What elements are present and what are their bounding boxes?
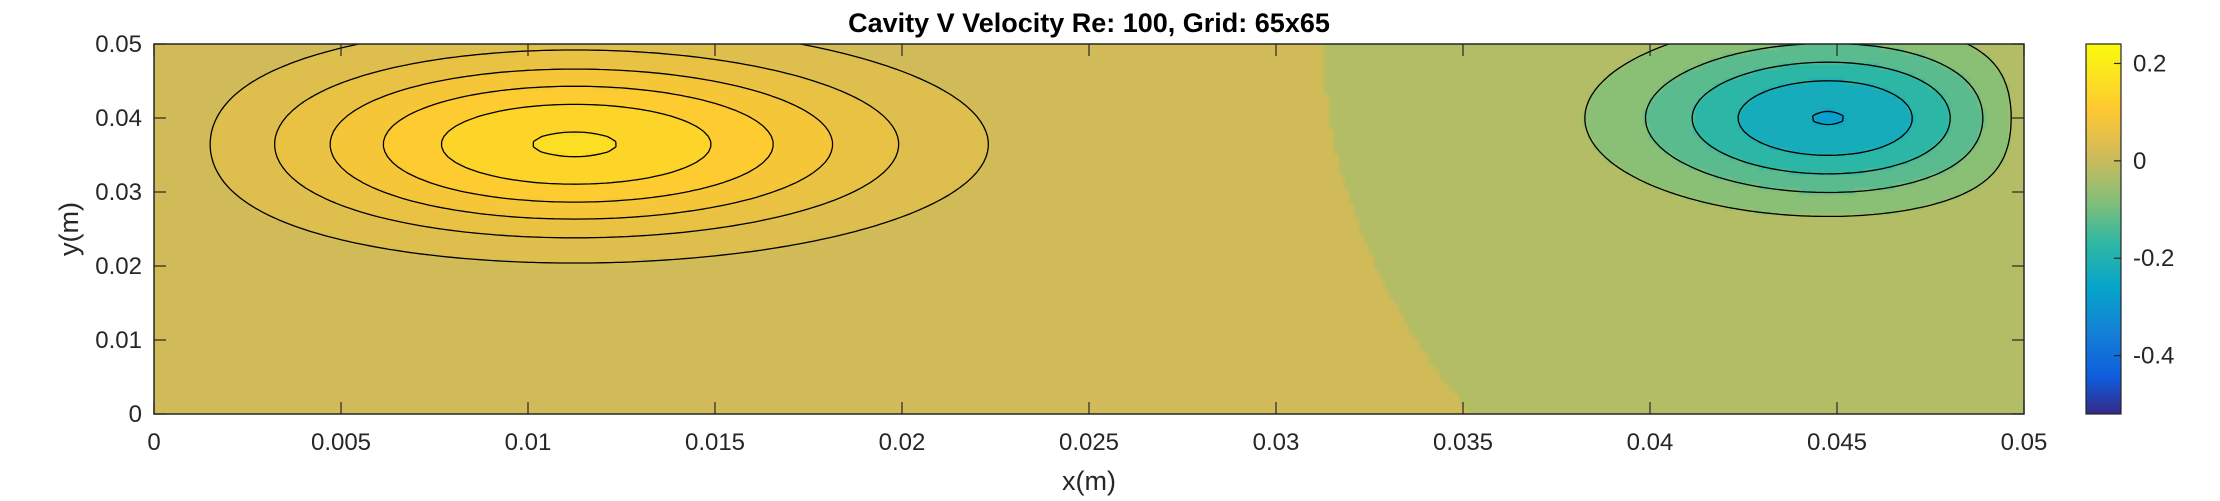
- chart-title: Cavity V Velocity Re: 100, Grid: 65x65: [848, 8, 1330, 38]
- x-tick-label: 0.005: [311, 429, 371, 456]
- x-tick-label: 0.05: [2001, 429, 2048, 456]
- contour-line: [532, 131, 617, 158]
- x-tick-label: 0.01: [505, 429, 552, 456]
- colorbar-tick-label: -0.2: [2133, 245, 2174, 272]
- contour-line: [1811, 110, 1844, 126]
- colorbar-tick-label: -0.4: [2133, 343, 2174, 370]
- x-tick-label: 0.03: [1253, 429, 1300, 456]
- y-tick-label: 0.02: [95, 253, 142, 280]
- y-tick-label: 0: [129, 401, 142, 428]
- colorbar-ticks: 0.2 0 -0.2 -0.4: [2114, 50, 2174, 370]
- velocity-field: [154, 44, 2024, 414]
- contour-line: [329, 68, 834, 220]
- y-axis-label: y(m): [54, 202, 84, 256]
- contour-lines: [209, 44, 2012, 264]
- colorbar-tick-label: 0.2: [2133, 50, 2166, 77]
- x-tick-label: 0.045: [1807, 429, 1867, 456]
- y-tick-label: 0.03: [95, 179, 142, 206]
- contour-line: [1584, 44, 2012, 218]
- x-tick-label: 0.035: [1433, 429, 1493, 456]
- y-tick-label: 0.04: [95, 105, 142, 132]
- contour-line: [382, 85, 774, 203]
- x-tick-label: 0.04: [1627, 429, 1674, 456]
- x-axis-ticks: 0 0.005 0.01 0.015 0.02 0.025 0.03 0.035 0.04 0.0…: [147, 44, 2047, 456]
- contour-line: [1644, 44, 1984, 194]
- colorbar: 0.2 0 -0.2 -0.4: [2085, 43, 2174, 415]
- contour-line: [1737, 80, 1913, 156]
- contour-line: [274, 49, 900, 239]
- x-tick-label: 0: [147, 429, 160, 456]
- x-tick-label: 0.015: [685, 429, 745, 456]
- colorbar-gradient: [2085, 43, 2122, 415]
- x-tick-label: 0.025: [1059, 429, 1119, 456]
- contour-line: [1691, 61, 1951, 175]
- contour-line: [209, 44, 989, 264]
- y-tick-label: 0.01: [95, 327, 142, 354]
- x-axis-label: x(m): [1062, 466, 1116, 496]
- contour-line: [440, 103, 712, 185]
- colorbar-tick-label: 0: [2133, 148, 2146, 175]
- contour-plot-area: [154, 44, 2024, 414]
- y-tick-label: 0.05: [95, 31, 142, 58]
- x-tick-label: 0.02: [879, 429, 926, 456]
- y-axis-ticks: 0 0.01 0.02 0.03 0.04 0.05: [95, 31, 2024, 428]
